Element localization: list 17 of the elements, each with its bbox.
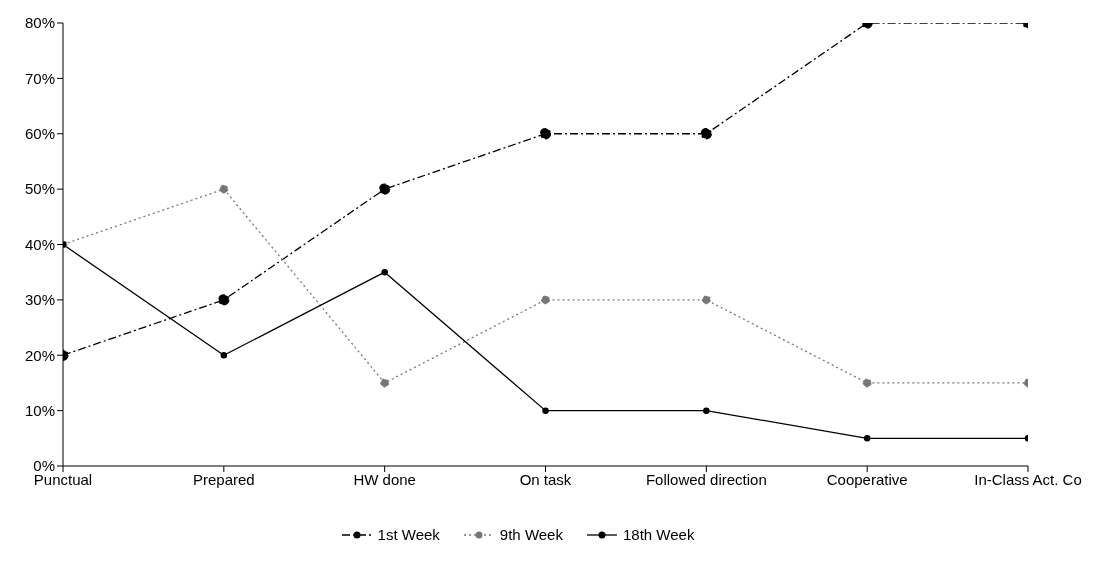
y-tick-label: 60% bbox=[24, 125, 55, 143]
x-tick-label: Followed direction bbox=[645, 470, 767, 488]
y-tick-label: 80% bbox=[24, 14, 55, 32]
x-tick-label: Cooperative bbox=[826, 470, 908, 488]
y-tick-label: 50% bbox=[24, 180, 55, 198]
x-tick-label: Prepared bbox=[192, 470, 255, 488]
x-tick-label: HW done bbox=[353, 470, 416, 488]
legend-label: 1st Week bbox=[376, 526, 440, 543]
legend-label: 18th Week bbox=[621, 526, 695, 543]
x-tick-label: In-Class Act. Co bbox=[974, 470, 1082, 488]
y-tick-label: 70% bbox=[24, 69, 55, 87]
y-tick-label: 40% bbox=[24, 235, 55, 253]
y-tick-label: 10% bbox=[24, 401, 55, 419]
x-tick-label: On task bbox=[519, 470, 572, 488]
legend-label: 9th Week bbox=[498, 526, 563, 543]
y-tick-label: 20% bbox=[24, 346, 55, 364]
y-tick-label: 30% bbox=[24, 291, 55, 309]
